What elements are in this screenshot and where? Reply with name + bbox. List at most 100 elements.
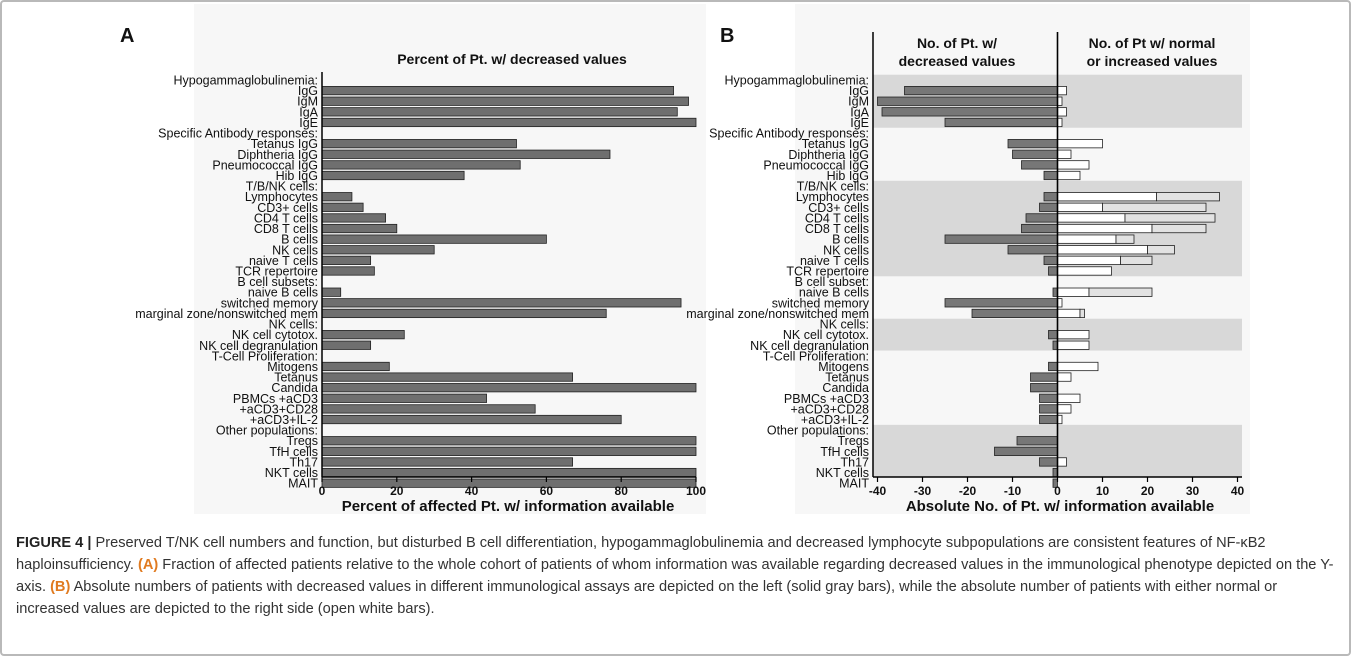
- panel-b-x-tick-label: 30: [1186, 484, 1200, 498]
- panel-b-decreased-bar-nk-cells: [1007, 245, 1058, 255]
- panel-a-bar-candida: [321, 383, 697, 393]
- panel-a-bar-diphtheria-igg: [321, 149, 611, 159]
- panel-a-bar-igg: [321, 86, 674, 96]
- panel-b-category-label: NK cell cytotox.: [783, 328, 869, 342]
- panel-b-category-label: NK cells:: [820, 318, 869, 332]
- panel-b-category-label: Pneumococcal IgG: [763, 158, 869, 172]
- panel-b-decreased-bar-pbmcs-acd3: [1039, 393, 1058, 403]
- panel-b-increased-bar-nk-cells: [1147, 245, 1175, 255]
- panel-b-normal-bar-b-cells: [1057, 234, 1117, 244]
- panel-b-increased-bar-naive-t-cells: [1120, 255, 1153, 265]
- panel-a-category-label: Lymphocytes: [245, 190, 318, 204]
- panel-b-category-label: +aCD3+CD28: [790, 402, 869, 416]
- panel-a-bar-naive-b-cells: [321, 287, 342, 297]
- panel-b-category-label: Th17: [841, 455, 870, 469]
- panel-b-increased-bar-cd4-t-cells: [1124, 213, 1216, 223]
- caption-body: Preserved T/NK cell numbers and function…: [16, 535, 1333, 617]
- panel-b-category-label: IgG: [849, 84, 869, 98]
- panel-a-category-label: Tetanus IgG: [251, 137, 318, 151]
- panel-b-decreased-bar-mait: [1052, 478, 1058, 488]
- panel-a-bar-tcr-repertoire: [321, 266, 375, 276]
- panel-a-category-label: CD3+ cells: [257, 201, 318, 215]
- panel-a-bar-lymphocytes: [321, 192, 353, 202]
- panel-a-category-label: Hib IgG: [276, 169, 318, 183]
- panel-b-category-label: Mitogens: [818, 360, 869, 374]
- panel-b-x-tick-label: -10: [1004, 484, 1022, 498]
- panel-b-increased-bar-lymphocytes: [1156, 192, 1220, 202]
- panel-a-category-label: Hypogammaglobulinemia:: [173, 74, 318, 88]
- panel-b-category-label: Tregs: [838, 434, 870, 448]
- panel-b-category-label: T/B/NK cells:: [797, 180, 869, 194]
- panel-b-decreased-bar-tfh-cells: [994, 446, 1058, 456]
- panel-b-normal-bar-acd3-cd28: [1057, 404, 1072, 414]
- panel-b-normal-bar-naive-b-cells: [1057, 287, 1090, 297]
- panel-b-category-label: PBMCs +aCD3: [784, 392, 869, 406]
- panel-b-category-label: NK cells: [823, 243, 869, 257]
- panel-b-category-label: TfH cells: [820, 445, 869, 459]
- panel-a-category-label: switched memory: [221, 296, 319, 310]
- panel-a-category-label: Tetanus: [274, 371, 318, 385]
- panel-b-decreased-bar-switched-memory: [944, 298, 1058, 308]
- panel-b-category-label: IgE: [850, 116, 869, 130]
- panel-a-bar-hib-igg: [321, 170, 465, 181]
- panel-b-category-label: Tetanus: [825, 371, 869, 385]
- panel-a-bar-igm: [321, 96, 689, 106]
- panel-b-x-axis-label: Absolute No. of Pt. w/ information avail…: [906, 498, 1214, 515]
- panel-a-x-tick-label: 0: [319, 484, 326, 498]
- panel-b-x-tick-label: -40: [869, 484, 887, 498]
- panel-b-category-label: Other populations:: [767, 424, 869, 438]
- panel-a-title: Percent of Pt. w/ decreased values: [397, 51, 627, 67]
- panel-b-normal-bar-nk-cells: [1057, 245, 1148, 255]
- panel-a-category-label: Th17: [290, 455, 319, 469]
- caption-text: Preserved T/NK cell numbers and function…: [16, 535, 1266, 573]
- panel-b-increased-bar-b-cells: [1115, 234, 1135, 244]
- panel-b-category-label: MAIT: [839, 477, 869, 491]
- panel-b-category-label: B cells: [832, 233, 869, 247]
- panel-b-decreased-bar-pneumococcal-igg: [1021, 160, 1058, 170]
- caption-text: Absolute numbers of patients with decrea…: [16, 579, 1278, 617]
- panel-a-bar-acd3-il-2: [321, 414, 622, 425]
- panel-a-category-label: IgG: [298, 84, 318, 98]
- panel-a-bar-tetanus-igg: [321, 139, 517, 149]
- panel-a-category-label: Mitogens: [267, 360, 318, 374]
- panel-b-category-label: Candida: [822, 381, 869, 395]
- panel-b-category-label: IgA: [850, 105, 869, 119]
- panel-a-letter: A: [120, 25, 134, 47]
- panel-b-decreased-bar-tetanus-igg: [1007, 139, 1058, 149]
- panel-b-right-header-line1: No. of Pt w/ normal: [1089, 35, 1216, 51]
- panel-a-category-label: Diphtheria IgG: [237, 148, 318, 162]
- panel-b-normal-bar-nk-cell-cytotox: [1057, 330, 1090, 340]
- panel-b-normal-bar-lymphocytes: [1057, 192, 1157, 202]
- panel-b-normal-bar-tetanus: [1057, 372, 1072, 382]
- caption-panel-ref: (B): [50, 579, 71, 595]
- panel-a-bar-mitogens: [321, 361, 390, 372]
- panel-b-decreased-bar-igm: [877, 96, 1058, 106]
- panel-b-x-tick-label: 0: [1054, 484, 1061, 498]
- panel-a-x-tick-label: 100: [686, 484, 706, 498]
- panel-b-normal-bar-th17: [1057, 457, 1067, 467]
- panel-b-decreased-bar-igg: [904, 86, 1058, 96]
- panel-a-category-label: +aCD3+IL-2: [250, 413, 318, 427]
- panel-b-x-tick-label: 40: [1231, 484, 1245, 498]
- panel-b-decreased-bar-acd3-il-2: [1039, 414, 1058, 425]
- panel-b-decreased-bar-tcr-repertoire: [1048, 266, 1058, 276]
- panel-a-category-label: IgM: [297, 95, 318, 109]
- panel-b-decreased-bar-lymphocytes: [1043, 192, 1058, 202]
- caption-text: Fraction of affected patients relative t…: [16, 557, 1334, 595]
- panel-a-bar-pbmcs-acd3: [321, 393, 487, 403]
- panel-a-category-label: CD4 T cells: [254, 211, 318, 225]
- panel-a-category-label: T-Cell Proliferation:: [212, 349, 318, 363]
- panel-b-normal-bar-diphtheria-igg: [1057, 149, 1072, 159]
- panel-a-x-tick-label: 20: [390, 484, 404, 498]
- panel-b-normal-bar-iga: [1057, 107, 1067, 117]
- panel-a-category-label: PBMCs +aCD3: [233, 392, 318, 406]
- panel-a-x-axis-label: Percent of affected Pt. w/ information a…: [342, 498, 675, 515]
- panel-b-x-tick-label: -20: [959, 484, 977, 498]
- panel-b-increased-bar-cd8-t-cells: [1151, 223, 1207, 234]
- panel-b-increased-bar-naive-b-cells: [1088, 287, 1153, 297]
- panel-b-category-label: +aCD3+IL-2: [801, 413, 869, 427]
- panel-a-category-label: Specific Antibody responses:: [158, 127, 318, 141]
- panel-b-category-label: IgM: [848, 95, 869, 109]
- panel-a-bar-cd8-t-cells: [321, 223, 398, 234]
- panel-b-category-label: Tetanus IgG: [802, 137, 869, 151]
